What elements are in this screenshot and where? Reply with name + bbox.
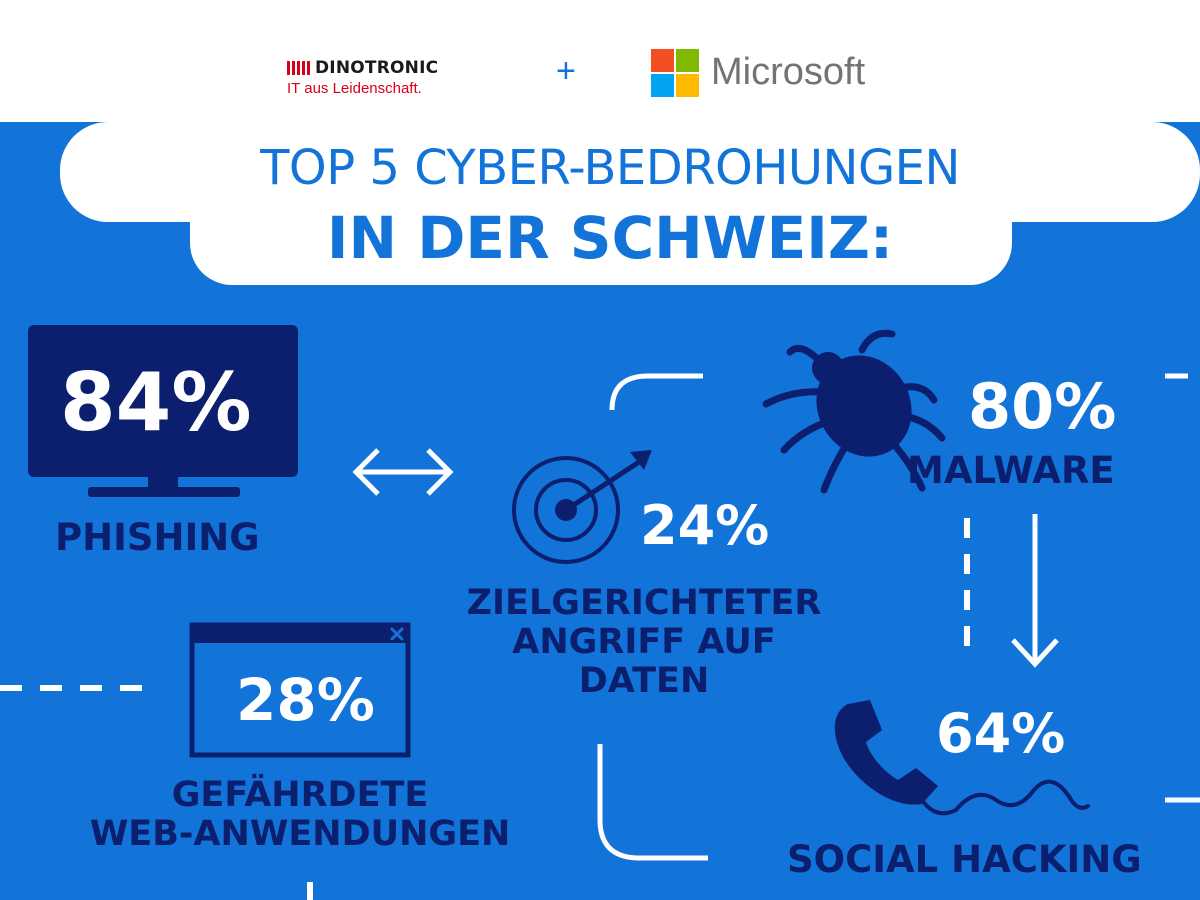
browser-window-icon bbox=[189, 622, 411, 758]
bug-icon bbox=[762, 329, 946, 494]
stat-label-phishing: PHISHING bbox=[55, 516, 260, 559]
stat-value-social-hacking: 64% bbox=[936, 702, 1066, 765]
dinotronic-name: DINOTRONIC bbox=[315, 58, 439, 78]
dinotronic-logo: DINOTRONIC IT aus Leidenschaft. bbox=[287, 58, 497, 98]
stat-label-malware: MALWARE bbox=[907, 449, 1115, 492]
cloud-banner bbox=[60, 122, 1200, 285]
target-icon bbox=[512, 450, 652, 564]
phone-icon bbox=[834, 700, 1090, 816]
microsoft-name: Microsoft bbox=[711, 51, 866, 93]
dinotronic-tagline: IT aus Leidenschaft. bbox=[287, 80, 422, 97]
microsoft-squares-icon bbox=[651, 49, 699, 97]
stat-value-malware: 80% bbox=[968, 370, 1117, 443]
stat-label-line: WEB-ANWENDUNGEN bbox=[89, 814, 511, 855]
stat-label-line: DATEN bbox=[578, 661, 710, 702]
dinotronic-mark-icon bbox=[287, 61, 310, 75]
stat-value-targeted-attack: 24% bbox=[640, 494, 770, 557]
stat-label-targeted-attack: ZIELGERICHTETER ANGRIFF AUF DATEN bbox=[444, 583, 844, 702]
page-title-line2: IN DER SCHWEIZ: bbox=[326, 204, 894, 272]
plus-sign: + bbox=[556, 52, 576, 90]
monitor-icon bbox=[28, 325, 298, 497]
page-title-line1: TOP 5 CYBER-BEDROHUNGEN bbox=[260, 140, 960, 196]
stat-label-line: ANGRIFF AUF bbox=[512, 622, 776, 663]
microsoft-logo: Microsoft bbox=[651, 49, 891, 99]
stat-label-social-hacking: SOCIAL HACKING bbox=[787, 838, 1142, 881]
stat-label-line: ZIELGERICHTETER bbox=[466, 583, 822, 623]
stat-label-web-applications: GEFÄHRDETE WEB-ANWENDUNGEN bbox=[55, 775, 545, 855]
stat-label-line: GEFÄHRDETE bbox=[171, 775, 429, 815]
stat-value-web-applications: 28% bbox=[236, 666, 375, 734]
double-arrow-icon bbox=[352, 448, 454, 496]
down-arrow-icon bbox=[1011, 514, 1059, 668]
stat-value-phishing: 84% bbox=[60, 356, 252, 449]
